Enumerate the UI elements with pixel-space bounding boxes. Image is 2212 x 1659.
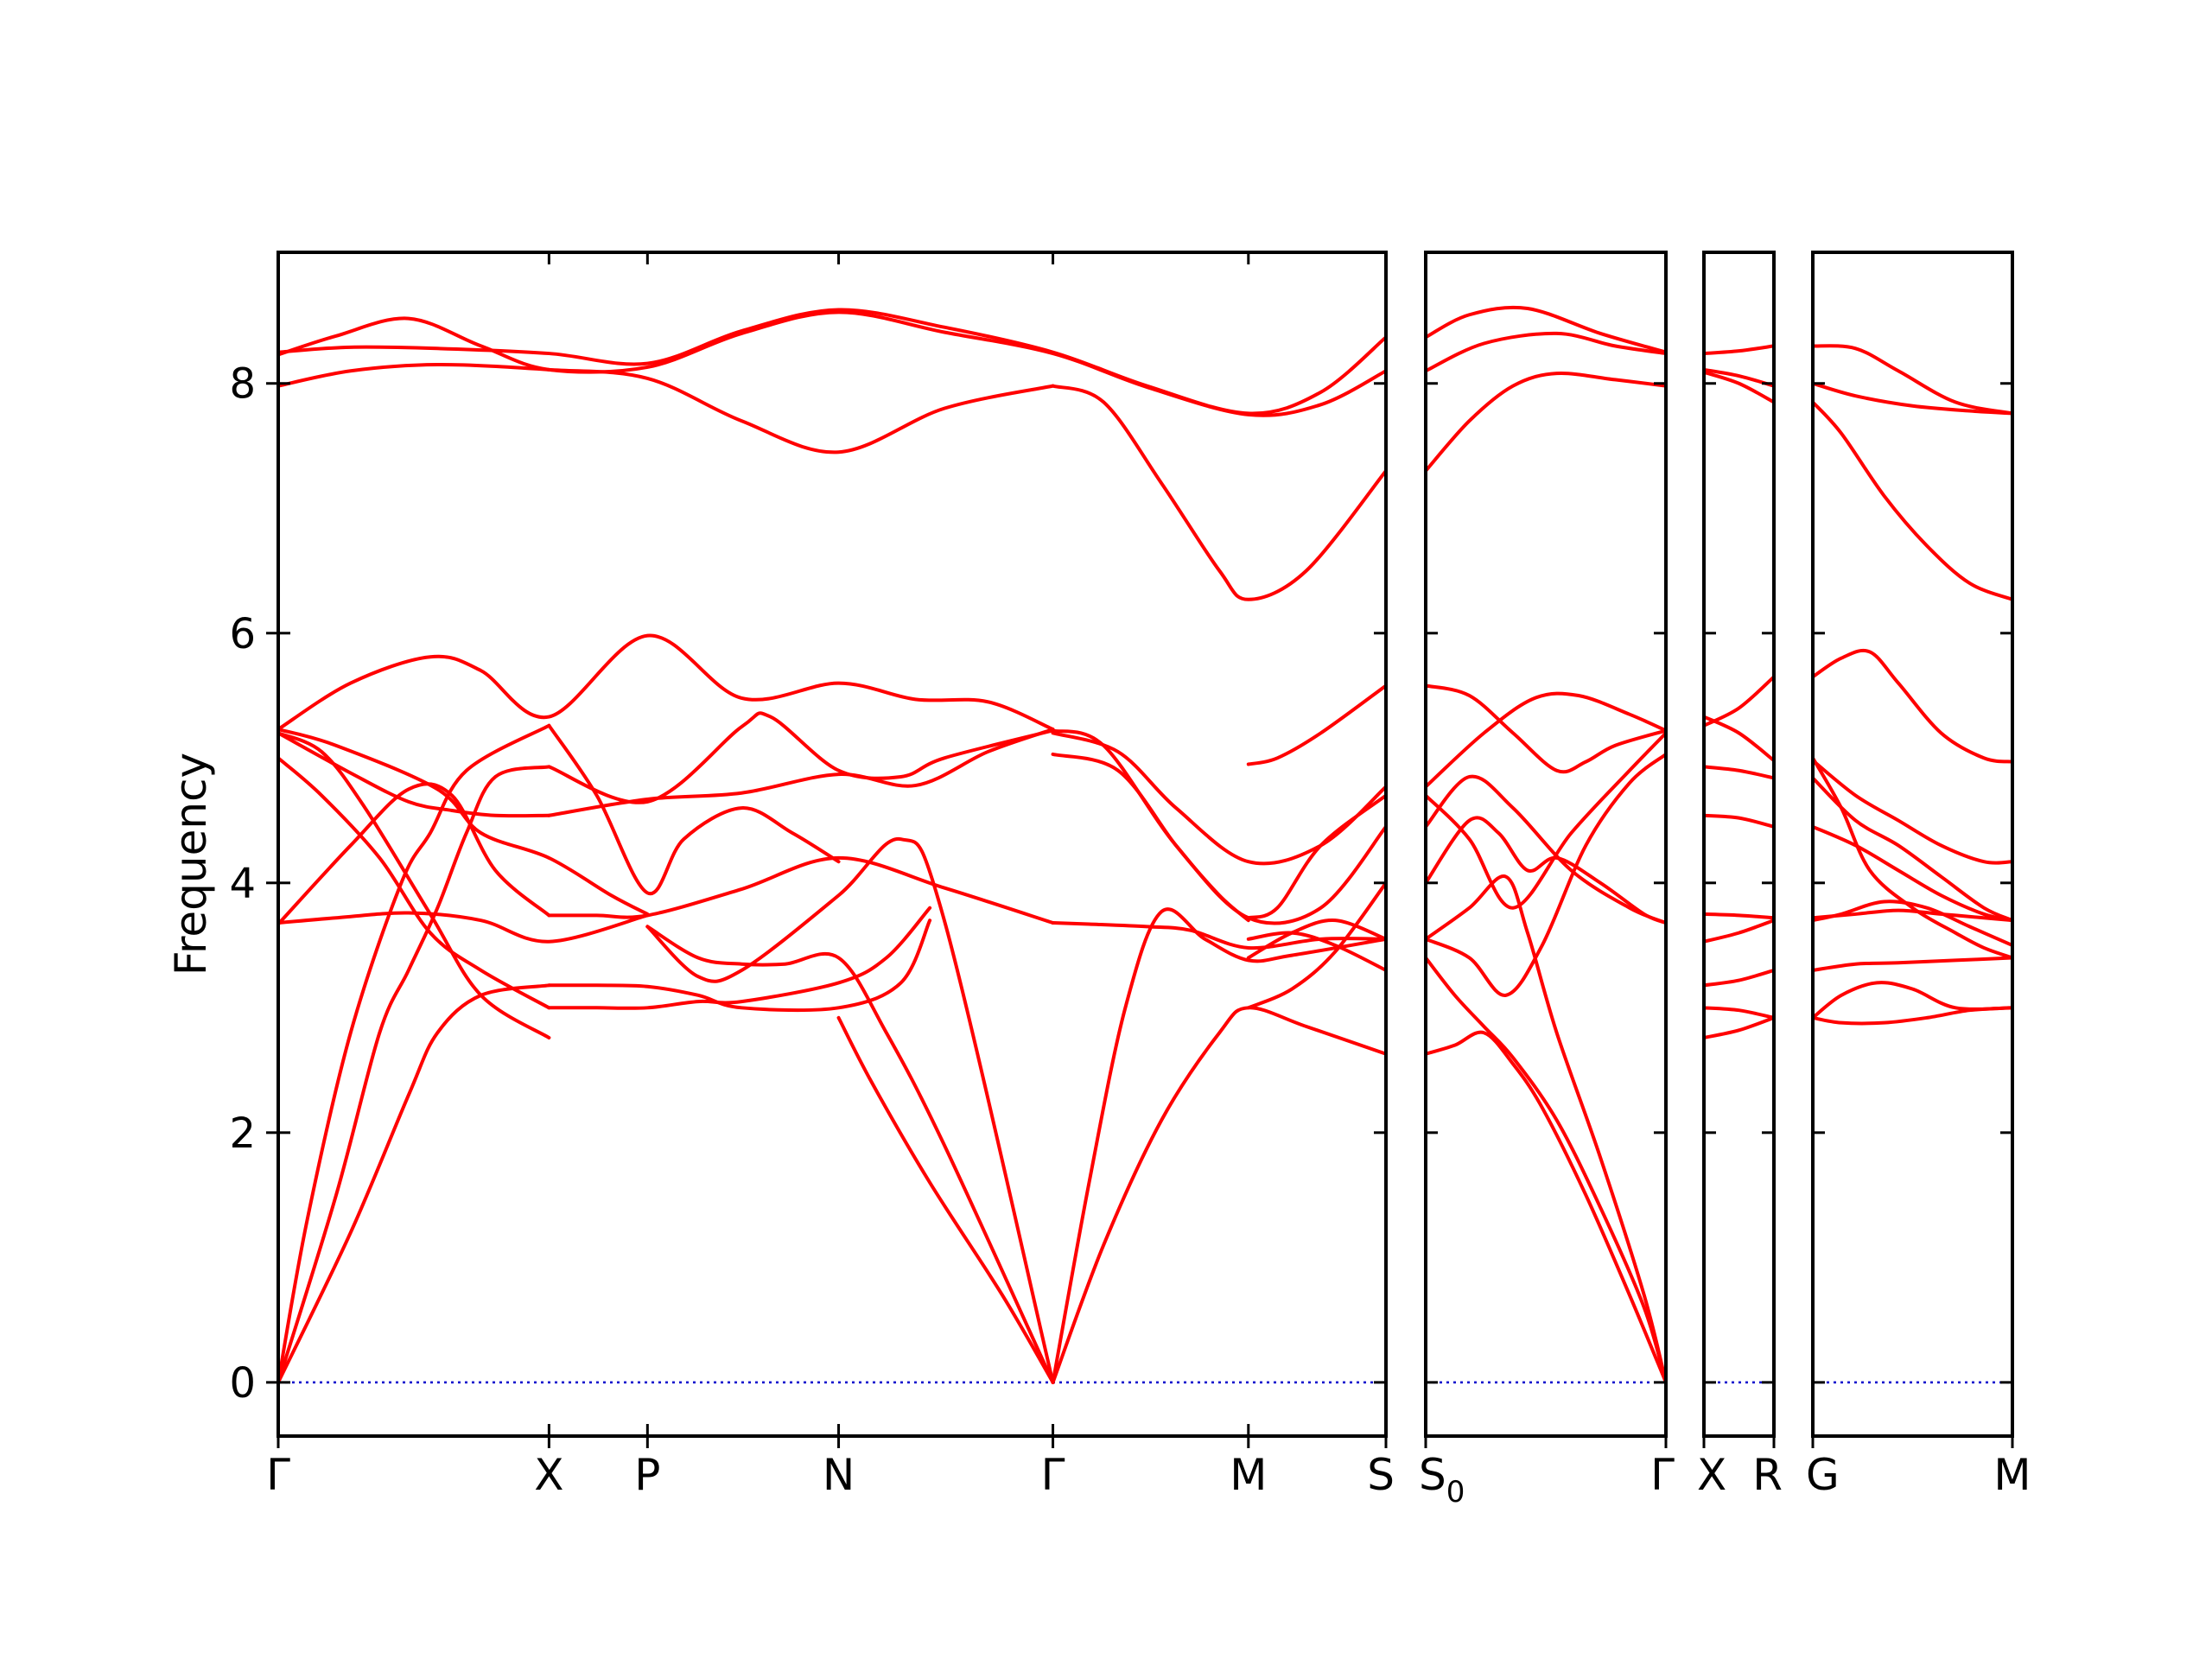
- band-line: [1426, 691, 1666, 789]
- band-line: [278, 633, 1055, 732]
- band-line: [1704, 918, 1774, 944]
- band-line: [1704, 1015, 1774, 1039]
- band-line: [1704, 912, 1774, 920]
- panel-3-bands: [1813, 344, 2012, 1384]
- panel-frame: [1811, 251, 2014, 1438]
- band-line: [1246, 793, 1386, 920]
- band-line: [278, 911, 650, 944]
- band-line: [1051, 728, 1386, 925]
- band-line: [278, 983, 551, 1384]
- y-tick-label: 2: [229, 1109, 256, 1158]
- y-tick-label: 0: [229, 1359, 256, 1408]
- panel-frame: [1702, 251, 1776, 1438]
- kpoint-label: S: [1367, 1450, 1395, 1500]
- band-line: [645, 925, 1055, 1384]
- kpoint-label: N: [823, 1450, 855, 1500]
- band-line: [1426, 752, 1666, 997]
- band-line: [547, 906, 932, 1010]
- band-line: [547, 711, 1055, 804]
- panel-0-bands: [278, 308, 1386, 1384]
- y-axis-label: Frequency: [166, 753, 216, 976]
- kpoint-label: S0: [1419, 1450, 1465, 1510]
- bands-layer: [278, 305, 2012, 1384]
- kpoint-label: Γ: [1650, 1450, 1675, 1500]
- band-line: [836, 1015, 1055, 1384]
- kpoint-label: Γ: [1041, 1450, 1065, 1500]
- band-line: [1051, 907, 1386, 1384]
- panel-frame: [1424, 251, 1668, 1438]
- band-line: [1426, 305, 1666, 354]
- band-line: [1813, 908, 2012, 923]
- band-line: [547, 728, 1055, 817]
- band-line: [1704, 675, 1774, 728]
- frames-layer: [276, 251, 2014, 1438]
- kpoint-label: R: [1752, 1450, 1783, 1500]
- band-line: [278, 310, 1386, 417]
- band-line: [1704, 813, 1774, 829]
- kpoint-label-subscript: 0: [1446, 1475, 1465, 1510]
- band-line: [278, 782, 551, 926]
- band-line: [278, 723, 551, 1384]
- band-line: [1426, 1030, 1666, 1384]
- band-line: [1704, 1006, 1774, 1020]
- band-line: [1704, 370, 1774, 404]
- band-line: [278, 765, 551, 1384]
- band-line: [1813, 756, 2012, 960]
- band-line: [547, 918, 932, 1013]
- panel-1-bands: [1426, 305, 1666, 1384]
- band-line: [1051, 731, 1386, 866]
- panel-frame: [276, 251, 1388, 1438]
- kpoint-label: M: [1230, 1450, 1267, 1500]
- ticks-layer: [266, 252, 2014, 1448]
- band-line: [1426, 331, 1666, 373]
- band-line: [1704, 968, 1774, 988]
- band-line: [1813, 824, 2012, 923]
- kpoint-label: Γ: [266, 1450, 290, 1500]
- band-line: [1813, 400, 2012, 601]
- band-line: [1813, 1006, 2012, 1026]
- band-line: [1051, 384, 1386, 601]
- band-line: [1426, 956, 1666, 1384]
- band-line: [1704, 765, 1774, 780]
- band-line: [1813, 981, 2012, 1020]
- band-line: [1246, 880, 1386, 1010]
- band-line: [1246, 918, 1386, 960]
- band-line: [1704, 715, 1774, 763]
- band-line: [547, 723, 841, 896]
- band-line: [1813, 759, 2012, 865]
- band-line: [1813, 648, 2012, 764]
- kpoint-label: X: [1697, 1450, 1726, 1500]
- band-line: [1813, 381, 2012, 416]
- y-tick-label: 6: [229, 610, 256, 658]
- band-line: [1426, 816, 1666, 925]
- band-line: [1051, 1006, 1386, 1384]
- band-line: [1813, 956, 2012, 972]
- kpoint-label: P: [634, 1450, 660, 1500]
- band-line: [278, 756, 551, 1010]
- band-line: [1246, 683, 1386, 766]
- kpoint-label: M: [1993, 1450, 2031, 1500]
- band-line: [1426, 774, 1666, 925]
- band-line: [645, 837, 1055, 1384]
- kpoint-label: X: [534, 1450, 563, 1500]
- band-line: [1246, 931, 1386, 972]
- band-line: [278, 363, 1055, 454]
- band-line: [1426, 874, 1666, 1384]
- y-tick-label: 8: [229, 360, 256, 409]
- band-line: [1426, 683, 1666, 774]
- band-line: [278, 728, 650, 916]
- kpoint-label: G: [1806, 1450, 1840, 1500]
- band-line: [547, 855, 1055, 925]
- band-line: [1813, 776, 2012, 923]
- band-line: [1813, 344, 2012, 416]
- y-tick-label: 4: [229, 860, 256, 908]
- band-line: [1426, 372, 1666, 473]
- band-line: [1426, 731, 1666, 910]
- panel-2-bands: [1704, 344, 1774, 1384]
- band-line: [278, 308, 1386, 416]
- band-line: [1704, 344, 1774, 356]
